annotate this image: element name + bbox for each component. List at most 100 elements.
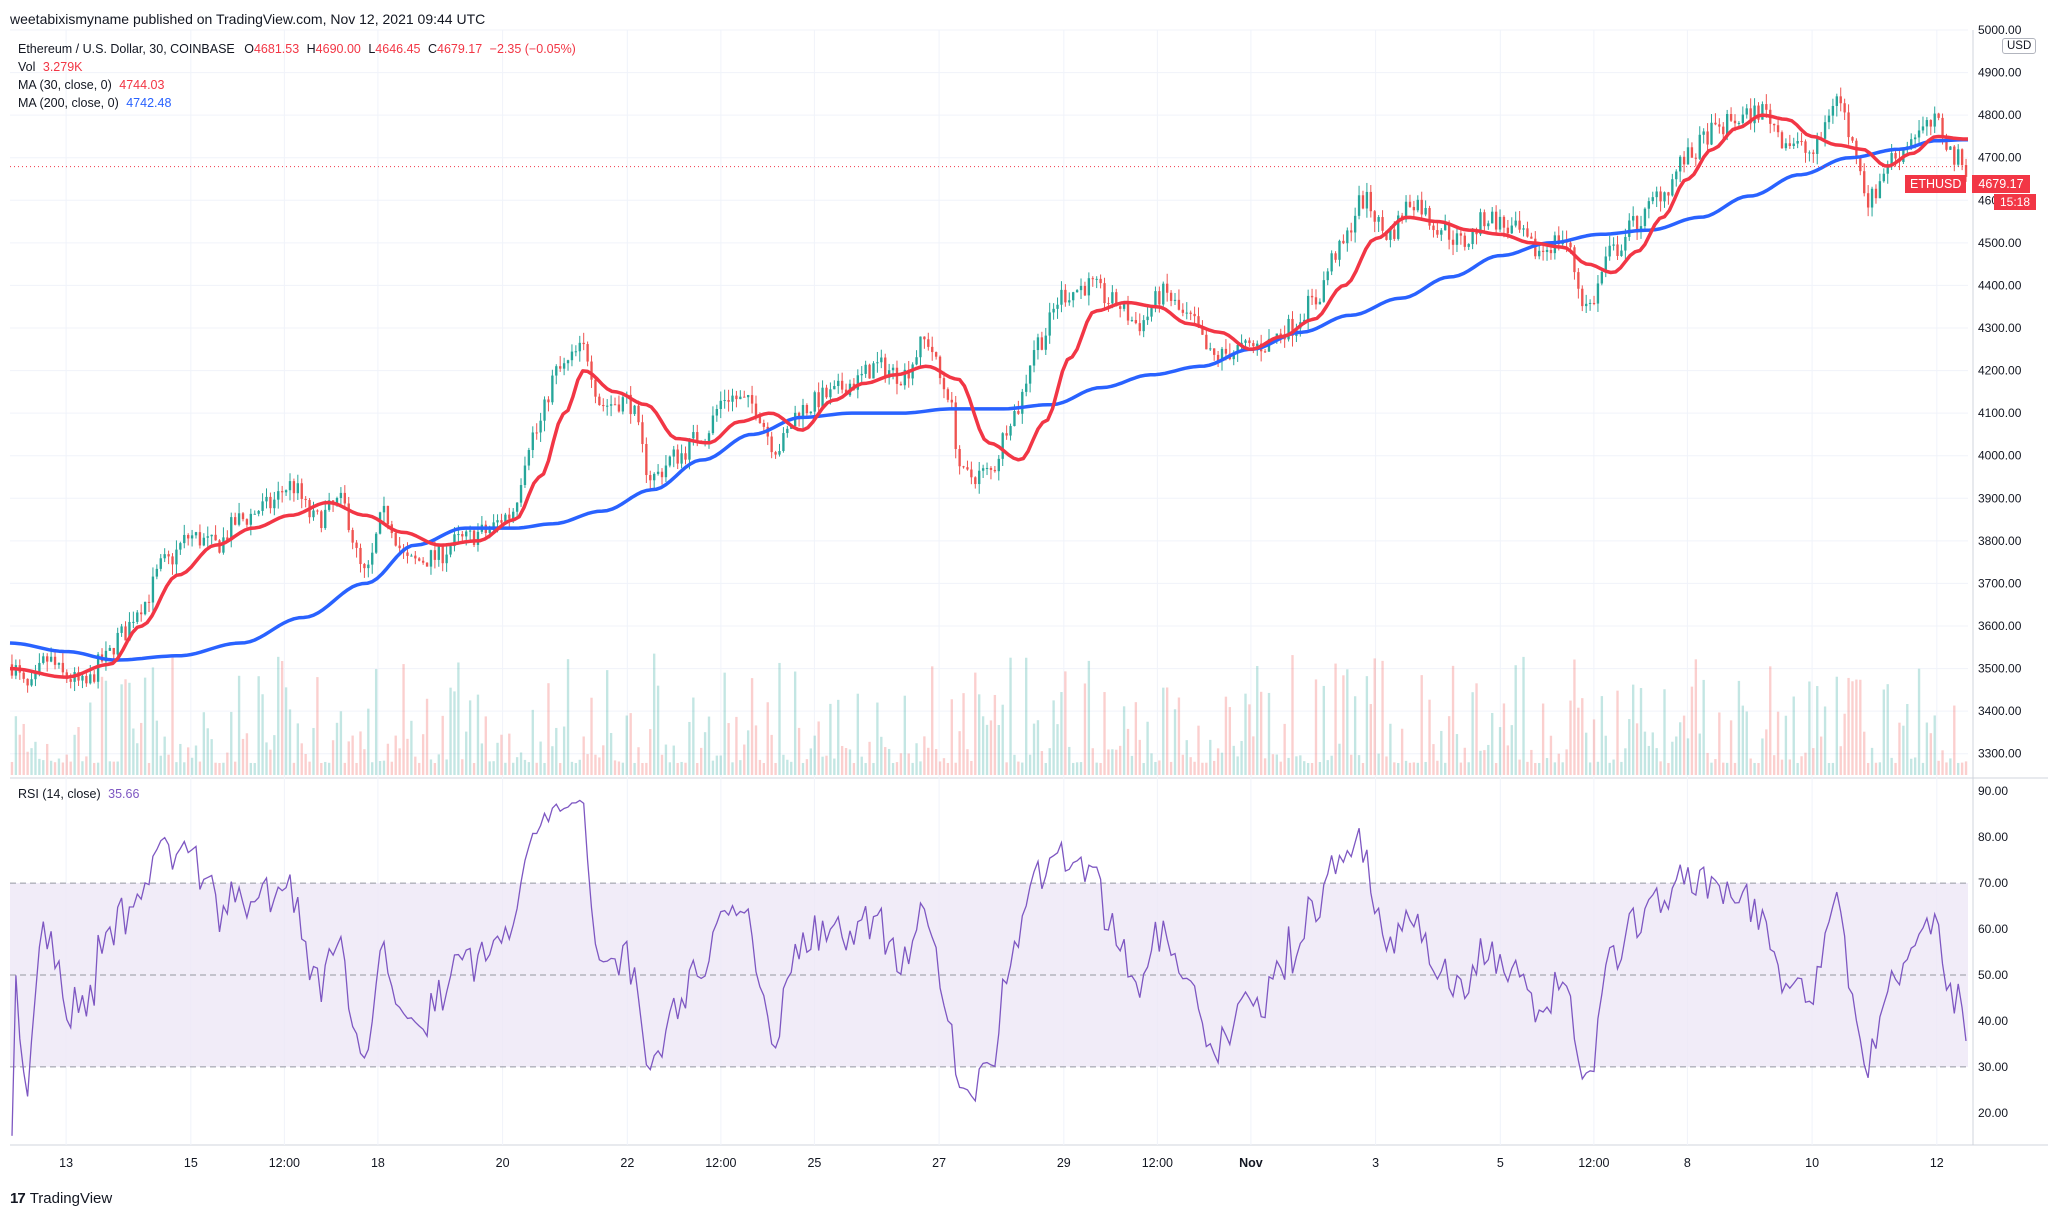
volume-bar bbox=[606, 670, 609, 775]
rsi-legend[interactable]: RSI (14, close) 35.66 bbox=[18, 787, 139, 801]
volume-bar bbox=[1142, 763, 1145, 775]
ma30-value: 4744.03 bbox=[119, 78, 165, 92]
candle-body bbox=[202, 537, 206, 546]
time-tick-label: 22 bbox=[620, 1156, 634, 1170]
candle-body bbox=[441, 545, 444, 564]
volume-bar bbox=[997, 725, 1000, 775]
volume-bar bbox=[124, 679, 127, 775]
volume-bar bbox=[1855, 679, 1858, 775]
candle-body bbox=[1929, 120, 1932, 127]
volume-bar bbox=[993, 694, 997, 775]
volume-bar bbox=[214, 762, 217, 775]
volume-bar bbox=[1248, 704, 1251, 775]
candle-body bbox=[1510, 225, 1513, 234]
time-tick-label: 12 bbox=[1930, 1156, 1944, 1170]
volume-bar bbox=[809, 748, 812, 775]
close-value: 4679.17 bbox=[437, 42, 483, 56]
candle-body bbox=[1882, 173, 1885, 182]
candle-body bbox=[190, 535, 194, 539]
ma30-row[interactable]: MA (30, close, 0) 4744.03 bbox=[18, 76, 576, 94]
volume-bar bbox=[1549, 735, 1553, 775]
volume-bar bbox=[429, 759, 433, 775]
volume-bar bbox=[96, 762, 100, 775]
tradingview-logo[interactable]: 17 TradingView bbox=[10, 1190, 112, 1207]
volume-bar bbox=[136, 743, 139, 775]
volume-bar bbox=[1874, 762, 1878, 775]
candle-body bbox=[1107, 303, 1110, 305]
candle-body bbox=[731, 395, 734, 402]
candle-body bbox=[1859, 156, 1862, 172]
time-tick-label: 13 bbox=[59, 1156, 73, 1170]
candle-body bbox=[1377, 217, 1380, 222]
candle-body bbox=[1960, 149, 1964, 166]
volume-bar bbox=[1444, 762, 1447, 775]
candle-body bbox=[241, 513, 245, 520]
candle-body bbox=[210, 534, 213, 537]
volume-row[interactable]: Vol 3.279K bbox=[18, 58, 576, 76]
ma200-row[interactable]: MA (200, close, 0) 4742.48 bbox=[18, 94, 576, 112]
candle-body bbox=[1682, 156, 1686, 165]
currency-selector[interactable]: USD bbox=[2002, 38, 2037, 54]
volume-bar bbox=[527, 762, 531, 775]
candle-body bbox=[1804, 141, 1807, 153]
candle-body bbox=[1737, 122, 1741, 124]
volume-bar bbox=[840, 745, 844, 775]
volume-bar bbox=[578, 759, 581, 775]
volume-bar bbox=[1839, 746, 1842, 775]
candle-body bbox=[1334, 253, 1337, 260]
candle-body bbox=[1385, 230, 1388, 240]
volume-bar bbox=[418, 762, 421, 775]
volume-bar bbox=[218, 762, 221, 775]
volume-bar bbox=[1800, 756, 1803, 775]
volume-bar bbox=[351, 735, 354, 775]
candle-body bbox=[504, 514, 507, 523]
candle-body bbox=[406, 552, 409, 556]
candle-body bbox=[1886, 166, 1889, 174]
candle-body bbox=[22, 672, 25, 679]
volume-bar bbox=[1099, 762, 1102, 775]
candle-body bbox=[515, 502, 519, 512]
candle-body bbox=[1162, 283, 1165, 305]
ma30-line bbox=[9, 113, 1968, 679]
volume-bar bbox=[1835, 676, 1838, 775]
candle-body bbox=[1710, 122, 1713, 145]
candle-body bbox=[61, 662, 65, 673]
candle-body bbox=[26, 678, 29, 686]
candle-body bbox=[1502, 216, 1506, 228]
candle-body bbox=[946, 389, 950, 400]
candle-body bbox=[89, 674, 92, 684]
time-tick-label: 20 bbox=[496, 1156, 510, 1170]
candle-body bbox=[1847, 112, 1850, 138]
candle-body bbox=[1252, 343, 1255, 347]
volume-bar bbox=[1013, 754, 1016, 775]
candle-body bbox=[989, 467, 993, 470]
candle-body bbox=[292, 481, 296, 494]
volume-bar bbox=[774, 762, 777, 775]
candle-body bbox=[124, 626, 127, 641]
volume-bar bbox=[222, 762, 225, 775]
volume-bar bbox=[1369, 704, 1372, 775]
candle-body bbox=[641, 422, 644, 445]
candle-body bbox=[496, 520, 499, 523]
candle-body bbox=[1447, 222, 1451, 240]
volume-bar bbox=[1776, 711, 1780, 775]
candle-body bbox=[512, 511, 515, 519]
volume-bar bbox=[1455, 734, 1459, 775]
candle-body bbox=[609, 404, 613, 406]
volume-bar bbox=[1600, 696, 1604, 775]
time-tick-label: 12:00 bbox=[705, 1156, 736, 1170]
volume-bar bbox=[1064, 671, 1067, 775]
candle-body bbox=[1064, 289, 1067, 303]
volume-bar bbox=[551, 746, 554, 775]
time-tick-label: 12:00 bbox=[1142, 1156, 1173, 1170]
candle-body bbox=[461, 534, 464, 537]
candle-body bbox=[962, 466, 965, 468]
candle-body bbox=[233, 517, 237, 525]
candle-body bbox=[1095, 278, 1098, 280]
volume-bar bbox=[559, 762, 562, 775]
volume-bar bbox=[1565, 749, 1568, 775]
symbol-name[interactable]: Ethereum / U.S. Dollar, 30, COINBASE bbox=[18, 42, 235, 56]
candle-body bbox=[590, 361, 593, 380]
volume-bar bbox=[891, 762, 895, 775]
